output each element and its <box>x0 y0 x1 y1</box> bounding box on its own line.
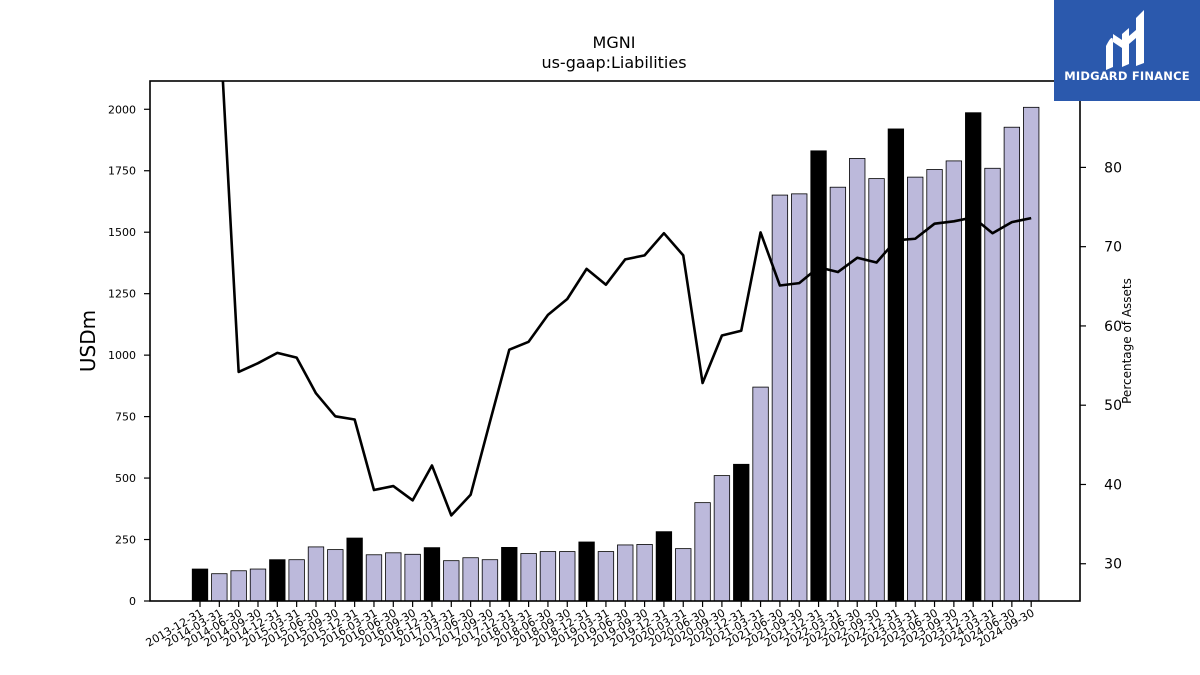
line-series <box>221 81 1032 517</box>
y2-axis-label: Percentage of Assets <box>1120 278 1134 404</box>
bar-2019-12-31 <box>655 531 673 602</box>
bar-2022-12-31 <box>887 128 905 602</box>
bar-2021-06-30 <box>771 194 789 602</box>
bar-2019-06-30 <box>617 544 634 602</box>
bar-2023-06-30 <box>926 169 943 602</box>
chart-title: MGNI <box>593 33 636 52</box>
midgard-finance-logo: MIDGARD FINANCE <box>1054 0 1200 101</box>
y-tick-label: 1750 <box>108 165 136 178</box>
bar-2020-09-30 <box>713 475 731 602</box>
bar-2021-03-31 <box>752 386 769 602</box>
bar-2019-03-31 <box>597 551 615 602</box>
y2-tick-label: 30 <box>1104 557 1122 573</box>
bar-2018-03-31 <box>520 553 537 602</box>
y-tick-label: 1500 <box>108 226 136 239</box>
bar-2024-06-30 <box>1003 126 1021 602</box>
bar-2015-06-30 <box>307 546 325 602</box>
midgard-logo-icon <box>1106 10 1144 70</box>
y-tick-label: 1250 <box>108 288 136 301</box>
bar-2020-12-31 <box>733 463 750 602</box>
bar-2014-12-31 <box>269 559 286 602</box>
bar-2017-06-30 <box>462 557 479 602</box>
bar-2015-12-31 <box>346 537 363 602</box>
logo-text: MIDGARD FINANCE <box>1064 69 1190 83</box>
bar-2017-03-31 <box>443 560 460 602</box>
bar-2023-03-31 <box>907 176 924 602</box>
bar-2024-09-30 <box>1023 106 1040 602</box>
bar-2017-12-31 <box>501 547 518 602</box>
bar-2019-09-30 <box>636 544 653 602</box>
y-axis-label: USDm <box>76 310 100 372</box>
y-tick-label: 0 <box>129 595 136 608</box>
bar-2021-12-31 <box>810 150 827 602</box>
bar-2016-03-31 <box>365 554 383 602</box>
y-tick-label: 750 <box>115 411 136 424</box>
y-tick-label: 1000 <box>108 349 136 362</box>
bar-2014-03-31 <box>211 573 228 602</box>
y-tick-label: 250 <box>115 534 136 547</box>
bar-2022-09-30 <box>868 178 885 602</box>
y-tick-label: 2000 <box>108 103 136 116</box>
y2-tick-label: 50 <box>1104 398 1122 414</box>
bar-series <box>191 106 1040 602</box>
axes: 0 250 500 750 1000 1250 1500 1750 2000 30 40 50 60 70… <box>108 80 1122 650</box>
y-tick-label: 500 <box>115 472 136 485</box>
bar-2016-12-31 <box>423 547 441 602</box>
y2-tick-label: 40 <box>1104 477 1122 493</box>
y2-tick-label: 70 <box>1104 240 1122 256</box>
bar-2015-03-31 <box>288 559 305 602</box>
bar-2014-06-30 <box>230 570 247 602</box>
bar-2018-06-30 <box>539 551 557 602</box>
y2-tick-label: 60 <box>1104 319 1122 335</box>
bar-2020-03-31 <box>675 548 692 602</box>
chart-subtitle: us-gaap:Liabilities <box>541 53 686 72</box>
bar-2023-12-31 <box>965 112 982 602</box>
bar-2017-09-30 <box>481 559 499 602</box>
bar-2022-06-30 <box>849 158 866 602</box>
bar-2023-09-30 <box>945 160 963 602</box>
bar-2018-09-30 <box>559 551 576 602</box>
bar-2013-12-31 <box>191 568 209 602</box>
percentage-of-assets-line <box>221 81 1032 517</box>
bar-2020-06-30 <box>694 502 711 602</box>
bar-2015-09-30 <box>327 549 344 602</box>
bar-2016-06-30 <box>385 552 402 602</box>
y2-tick-label: 80 <box>1104 160 1122 176</box>
bar-2022-03-31 <box>829 186 847 602</box>
bar-2018-12-31 <box>578 541 595 602</box>
bar-2016-09-30 <box>404 553 421 602</box>
bar-2014-09-30 <box>249 568 267 602</box>
plot-frame <box>149 80 1081 602</box>
bar-2021-09-30 <box>791 193 808 602</box>
